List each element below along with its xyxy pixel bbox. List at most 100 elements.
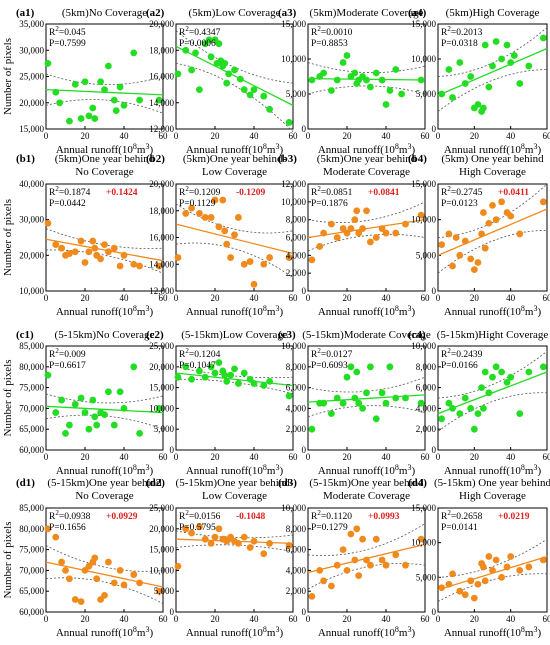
data-point bbox=[525, 563, 533, 571]
data-point bbox=[461, 591, 469, 599]
data-point bbox=[485, 553, 493, 560]
x-tick-label: 0 bbox=[44, 614, 49, 624]
panel-title: (5km)One year behind bbox=[55, 153, 155, 165]
ci-lower bbox=[437, 573, 548, 602]
data-point bbox=[110, 244, 118, 252]
x-axis-label-part: Annual runoff(10 bbox=[186, 306, 264, 318]
y-tick-label: 6,000 bbox=[286, 545, 307, 555]
y-tick-label: 0 bbox=[302, 445, 307, 455]
regression-line bbox=[45, 405, 164, 414]
data-point bbox=[445, 66, 453, 73]
p-value-text: P=0.0166 bbox=[441, 361, 478, 371]
data-point bbox=[155, 262, 163, 270]
data-point bbox=[480, 104, 487, 112]
y-tick-label: 25,000 bbox=[149, 503, 174, 513]
data-point bbox=[240, 260, 248, 268]
x-axis-label-part: Annual runoff(10 bbox=[56, 465, 134, 477]
x-axis-label-part: 3 bbox=[533, 625, 537, 634]
panel-title: (5km)No Coverage bbox=[62, 7, 147, 19]
data-point bbox=[470, 594, 478, 602]
x-axis-label: Annual runoff(108m3) bbox=[318, 304, 416, 318]
x-axis-label-part: m bbox=[267, 144, 276, 156]
x-axis-label: Annual runoff(108m3) bbox=[186, 463, 284, 477]
data-point bbox=[231, 365, 238, 373]
x-axis-label-part: m bbox=[399, 627, 408, 639]
data-point bbox=[246, 544, 254, 551]
x-axis-label-part: 8 bbox=[395, 625, 399, 634]
data-point bbox=[250, 86, 258, 94]
data-point bbox=[339, 546, 347, 553]
data-point bbox=[343, 567, 351, 574]
ci-lower bbox=[437, 392, 548, 432]
data-point bbox=[62, 429, 69, 437]
data-point bbox=[353, 525, 361, 533]
panel-label: (c3) bbox=[278, 329, 296, 341]
y-tick-label: 5,000 bbox=[416, 572, 437, 582]
data-point bbox=[343, 373, 351, 381]
p-value-text: P=0.1129 bbox=[179, 199, 216, 209]
data-point bbox=[456, 59, 464, 66]
panel-label: (c2) bbox=[146, 329, 164, 341]
y-tick-label: 20,000 bbox=[149, 524, 174, 534]
x-tick-label: 40 bbox=[382, 614, 392, 624]
data-point bbox=[211, 369, 219, 377]
data-point bbox=[516, 567, 524, 574]
x-axis-label-part: 8 bbox=[521, 463, 525, 472]
data-point bbox=[155, 96, 163, 104]
x-tick-label: 40 bbox=[120, 452, 130, 462]
x-tick-label: 60 bbox=[421, 614, 431, 624]
panel-title: (5km)Low Coverage bbox=[189, 7, 281, 19]
x-axis-label-part: 3 bbox=[407, 142, 411, 151]
panel-label: (a1) bbox=[16, 7, 35, 19]
x-axis-label-part: ) bbox=[149, 627, 153, 639]
y-tick-label: 5,000 bbox=[416, 89, 437, 99]
data-point bbox=[44, 371, 52, 379]
data-point bbox=[97, 255, 104, 263]
data-point bbox=[66, 250, 73, 257]
r2-text: R2=0.045 bbox=[49, 25, 86, 38]
data-point bbox=[516, 230, 524, 238]
y-tick-label: 85,000 bbox=[19, 503, 44, 513]
x-tick-label: 20 bbox=[81, 131, 91, 141]
data-point bbox=[174, 70, 182, 78]
data-point bbox=[516, 80, 524, 87]
y-tick-label: 5,000 bbox=[154, 586, 175, 596]
x-tick-label: 60 bbox=[421, 131, 431, 141]
y-tick-label: 80,000 bbox=[19, 524, 44, 534]
data-point bbox=[516, 410, 524, 417]
data-point bbox=[467, 255, 475, 263]
data-point bbox=[260, 260, 268, 268]
x-axis-label-part: 3 bbox=[533, 463, 537, 472]
data-point bbox=[116, 388, 124, 396]
data-point bbox=[196, 86, 203, 94]
data-point bbox=[130, 571, 138, 578]
panel-c4: (c4) (5-15km)Hight Coverage 0 2,000 4,000 6,0… bbox=[408, 329, 550, 477]
data-point bbox=[105, 558, 112, 566]
x-axis-label: Annual runoff(108m3) bbox=[56, 304, 154, 318]
data-point bbox=[93, 421, 101, 429]
data-point bbox=[308, 256, 316, 264]
data-point bbox=[58, 244, 65, 252]
x-tick-label: 40 bbox=[250, 293, 260, 303]
data-point bbox=[182, 363, 190, 371]
data-point bbox=[481, 368, 489, 376]
x-axis-label-part: m bbox=[525, 306, 534, 318]
x-tick-label: 0 bbox=[174, 293, 179, 303]
x-axis-label-part: Annual runoff(10 bbox=[56, 144, 134, 156]
y-tick-label: 40,000 bbox=[19, 179, 44, 189]
data-point bbox=[62, 567, 69, 574]
data-point bbox=[52, 409, 60, 416]
x-axis-label: Annual runoff(108m3) bbox=[186, 625, 284, 639]
ci-lower bbox=[175, 242, 294, 278]
data-point bbox=[260, 92, 268, 100]
data-point bbox=[382, 229, 390, 237]
x-tick-label: 60 bbox=[289, 293, 299, 303]
x-axis-label-part: m bbox=[267, 306, 276, 318]
x-tick-label: 20 bbox=[470, 452, 480, 462]
data-point bbox=[231, 231, 238, 239]
data-point bbox=[353, 207, 361, 215]
x-axis-label-part: 3 bbox=[407, 625, 411, 634]
panel-title: (5km) One year behind bbox=[441, 153, 544, 165]
regression-line bbox=[307, 394, 426, 403]
